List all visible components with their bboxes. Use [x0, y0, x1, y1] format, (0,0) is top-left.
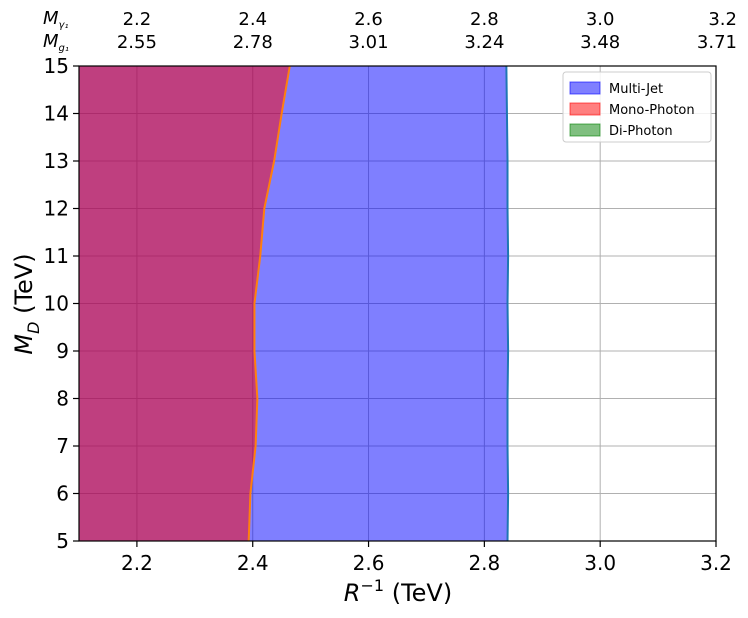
y-axis-label: MD (TeV) [10, 253, 43, 354]
top-axis-mg-label: Mg₁ [43, 31, 69, 54]
top-axes: Mγ₁ Mg₁ [43, 8, 69, 54]
top-axis-mg-symbol: M [43, 31, 59, 52]
top-axis-mg-subscript: g₁ [59, 43, 69, 54]
y-tick-label-7: 12 [44, 197, 69, 221]
y-tick-label-0: 5 [56, 529, 69, 553]
x-tick-label-0: 2.2 [121, 551, 153, 575]
top-axis-ticks: 2.2 2.4 2.6 2.8 3.0 3.2 2.55 2.78 3.01 3.24 3.48 3.… [117, 9, 737, 53]
legend-swatch-di-photon [569, 123, 601, 137]
y-tick-label-4: 9 [56, 339, 69, 363]
x-axis-label-symbol: R [344, 579, 361, 607]
x-axis-ticks: 2.2 2.4 2.6 2.8 3.0 3.2 [121, 541, 732, 575]
top-axis-0-label-3: 2.8 [470, 9, 499, 30]
top-axis-mgamma-label: Mγ₁ [43, 8, 68, 31]
top-axis-0-label-1: 2.4 [238, 9, 267, 30]
legend-label-di-photon: Di-Photon [609, 124, 673, 139]
top-axis-1-label-4: 3.48 [580, 32, 620, 53]
legend-label-mono-photon: Mono-Photon [609, 103, 695, 118]
boundary-multi-jet [505, 65, 510, 542]
top-axis-1-label-1: 2.78 [233, 32, 273, 53]
area-mono-photon [79, 66, 290, 541]
areas [79, 65, 510, 542]
x-axis-label-unit: (TeV) [384, 579, 452, 607]
top-axis-1-label-5: 3.71 [697, 32, 737, 53]
y-axis-label-subscript: D [24, 322, 43, 334]
x-tick-label-1: 2.4 [237, 551, 269, 575]
y-axis-label-symbol: M [10, 334, 38, 355]
top-axis-0-label-4: 3.0 [586, 9, 615, 30]
top-axis-0-label-2: 2.6 [354, 9, 383, 30]
top-axis-mgamma-symbol: M [43, 8, 59, 29]
top-axis-1-label-3: 3.24 [464, 32, 504, 53]
y-tick-label-8: 13 [44, 149, 69, 173]
legend: Multi-Jet Mono-Photon Di-Photon [562, 71, 712, 143]
legend-label-multi-jet: Multi-Jet [609, 82, 663, 97]
top-axis-0-label-0: 2.2 [123, 9, 152, 30]
y-tick-label-1: 6 [56, 482, 69, 506]
x-tick-label-4: 3.0 [584, 551, 616, 575]
boundary-mono-photon [247, 65, 291, 542]
top-axis-1-label-2: 3.01 [349, 32, 389, 53]
x-tick-label-3: 2.8 [468, 551, 500, 575]
x-tick-label-2: 2.6 [353, 551, 385, 575]
y-axis-label-unit: (TeV) [10, 253, 38, 321]
y-tick-label-2: 7 [56, 434, 69, 458]
y-tick-label-10: 15 [44, 54, 69, 78]
y-tick-label-6: 11 [44, 244, 69, 268]
y-tick-label-3: 8 [56, 387, 69, 411]
y-tick-label-5: 10 [44, 292, 69, 316]
y-axis-ticks: 5 6 7 8 9 10 11 12 13 14 15 [44, 54, 79, 553]
top-axis-1-label-0: 2.55 [117, 32, 157, 53]
legend-swatch-mono-photon [569, 102, 601, 116]
legend-swatch-multi-jet [569, 81, 601, 95]
y-tick-label-9: 14 [44, 102, 69, 126]
x-axis-label: R−1 (TeV) [344, 576, 452, 607]
x-axis-label-exponent: −1 [360, 576, 384, 595]
top-axis-0-label-5: 3.2 [708, 9, 737, 30]
x-tick-label-5: 3.2 [700, 551, 732, 575]
top-axis-mgamma-subscript: γ₁ [59, 20, 69, 31]
plot-area [78, 65, 717, 542]
